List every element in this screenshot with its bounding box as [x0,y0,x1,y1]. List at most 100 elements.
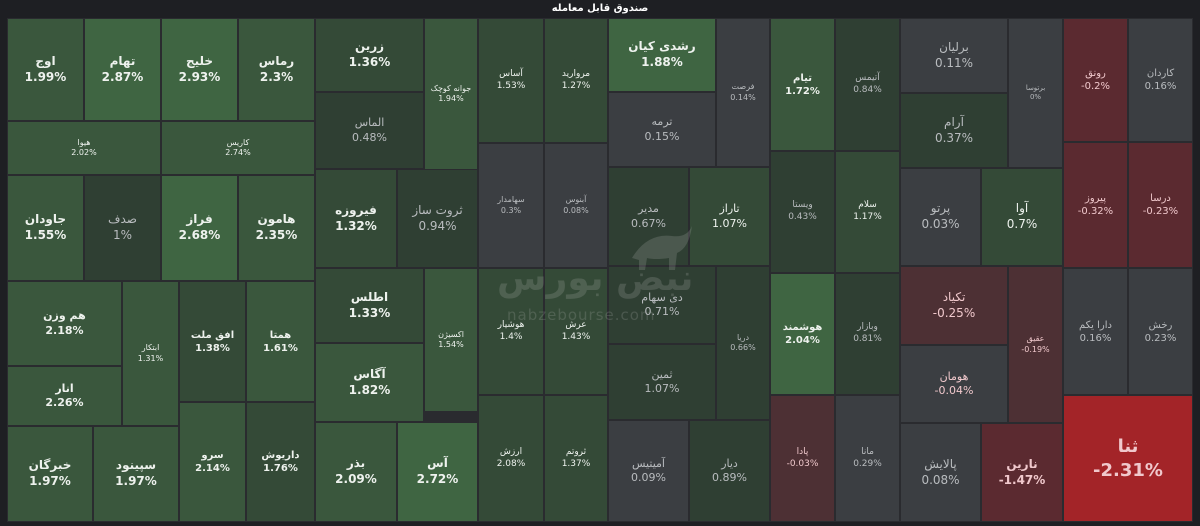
tile-name: خلیج [185,53,214,68]
tile-48[interactable]: آتیمس 0.84% [835,18,900,151]
tile-60[interactable]: تکیاد -0.25% [900,266,1008,345]
tile-61[interactable]: عقیق -0.19% [1008,266,1063,423]
tile-47[interactable]: تیام 1.72% [770,18,835,151]
tile-43[interactable]: دریا 0.66% [716,266,770,420]
tile-name: رشدی کیان [628,39,696,54]
tile-33[interactable]: هوشیار 1.4% [478,268,544,395]
tile-45[interactable]: آمیتیس 0.09% [608,420,689,522]
tile-50[interactable]: سلام 1.17% [835,151,900,273]
tile-62[interactable]: هومان -0.04% [900,345,1008,423]
tile-41[interactable]: تاراز 1.07% [689,167,770,266]
tile-42[interactable]: دی سهام 0.71% [608,266,716,344]
tile-change: 1.37% [561,458,591,469]
tile-18[interactable]: سپینود 1.97% [93,426,179,522]
tile-0[interactable]: اوج 1.99% [7,18,84,121]
tile-36[interactable]: ثروتم 1.37% [544,395,608,522]
tile-name: درسا [1150,193,1171,204]
tile-21[interactable]: الماس 0.48% [315,92,424,169]
tile-54[interactable]: مانا 0.29% [835,395,900,522]
tile-59[interactable]: آوا 0.7% [981,168,1063,266]
tile-change: 1.99% [24,69,67,84]
tile-change: 1.76% [263,463,298,474]
tile-change: 2.3% [259,69,294,84]
tile-6[interactable]: جاودان 1.55% [7,175,84,281]
tile-8[interactable]: فراز 2.68% [161,175,238,281]
tile-46[interactable]: دیار 0.89% [689,420,770,522]
tile-name: پیروز [1085,193,1106,204]
tile-3[interactable]: رماس 2.3% [238,18,315,121]
tile-change: 1.97% [29,474,71,488]
tile-28[interactable]: آس 2.72% [397,422,478,522]
tile-31[interactable]: سهامدار 0.3% [478,143,544,268]
tile-38[interactable]: فرصت 0.14% [716,18,770,167]
tile-change: 0.3% [500,205,522,215]
tile-17[interactable]: خبرگان 1.97% [7,426,93,522]
tile-39[interactable]: ترمه 0.15% [608,92,716,167]
tile-53[interactable]: پادا -0.03% [770,395,835,522]
tile-24[interactable]: اطلس 1.33% [315,268,424,343]
tile-name: دارا یکم [1079,319,1112,331]
tile-32[interactable]: آبنوس 0.08% [544,143,608,268]
tile-change: 2.74% [225,148,251,157]
tile-4[interactable]: هیوا 2.02% [7,121,161,175]
tile-35[interactable]: ارزش 2.08% [478,395,544,522]
tile-70[interactable]: رخش 0.23% [1128,268,1193,395]
tile-49[interactable]: ویستا 0.43% [770,151,835,273]
tile-57[interactable]: آرام 0.37% [900,93,1008,168]
tile-name: دیار [721,456,738,470]
tile-name: ترمه [651,115,673,129]
tile-7[interactable]: صدف 1% [84,175,161,281]
tile-name: خبرگان [28,458,72,473]
tile-5[interactable]: کاریس 2.74% [161,121,315,175]
tile-51[interactable]: هوشمند 2.04% [770,273,835,395]
tile-71[interactable]: ثنا -2.31% [1063,395,1193,522]
tile-25[interactable]: اکسیژن 1.54% [424,268,478,412]
tile-67[interactable]: پیروز -0.32% [1063,142,1128,268]
tile-name: آس [427,456,448,471]
tile-52[interactable]: وبازار 0.81% [835,273,900,395]
tile-64[interactable]: نارین -1.47% [981,423,1063,522]
tile-27[interactable]: بذر 2.09% [315,422,397,522]
tile-change: -2.31% [1093,459,1163,481]
tile-9[interactable]: هامون 2.35% [238,175,315,281]
tile-63[interactable]: پالایش 0.08% [900,423,981,522]
tile-22[interactable]: فیروزه 1.32% [315,169,397,268]
tile-19[interactable]: زرین 1.36% [315,18,424,92]
tile-69[interactable]: دارا یکم 0.16% [1063,268,1128,395]
tile-55[interactable]: برلیان 0.11% [900,18,1008,93]
tile-16[interactable]: داریوش 1.76% [246,402,315,522]
tile-26[interactable]: آگاس 1.82% [315,343,424,422]
tile-change: 0.67% [631,216,666,230]
tile-30[interactable]: مروارید 1.27% [544,18,608,143]
tile-13[interactable]: همتا 1.61% [246,281,315,402]
tile-68[interactable]: درسا -0.23% [1128,142,1193,268]
tile-name: آتیمس [855,72,880,83]
tile-change: 1.27% [561,80,591,91]
tile-14[interactable]: انار 2.26% [7,366,122,426]
tile-40[interactable]: مدیر 0.67% [608,167,689,266]
tile-name: جوانه کوچک [430,83,472,93]
tile-name: اکسیژن [438,329,464,339]
tile-name: آرام [944,114,964,129]
tile-23[interactable]: ثروت ساز 0.94% [397,169,478,268]
tile-29[interactable]: آساس 1.53% [478,18,544,143]
tile-58[interactable]: پرتو 0.03% [900,168,981,266]
tile-56[interactable]: برتوسا 0% [1008,18,1063,168]
tile-1[interactable]: تهام 2.87% [84,18,161,121]
tile-65[interactable]: رونق -0.2% [1063,18,1128,142]
tile-44[interactable]: ثمین 1.07% [608,344,716,420]
tile-12[interactable]: افق ملت 1.38% [179,281,246,402]
tile-change: 2.72% [416,472,459,486]
tile-change: 0.66% [730,343,756,352]
tile-change: 0.43% [788,212,817,222]
tile-name: دریا [736,332,750,342]
tile-2[interactable]: خلیج 2.93% [161,18,238,121]
tile-66[interactable]: کاردان 0.16% [1128,18,1193,142]
tile-10[interactable]: هم وزن 2.18% [7,281,122,366]
tile-20[interactable]: جوانه کوچک 1.94% [424,18,478,170]
tile-change: 2.09% [335,472,377,486]
tile-37[interactable]: رشدی کیان 1.88% [608,18,716,92]
tile-34[interactable]: عرش 1.43% [544,268,608,395]
tile-11[interactable]: ابتکار 1.31% [122,281,179,426]
tile-15[interactable]: سرو 2.14% [179,402,246,522]
